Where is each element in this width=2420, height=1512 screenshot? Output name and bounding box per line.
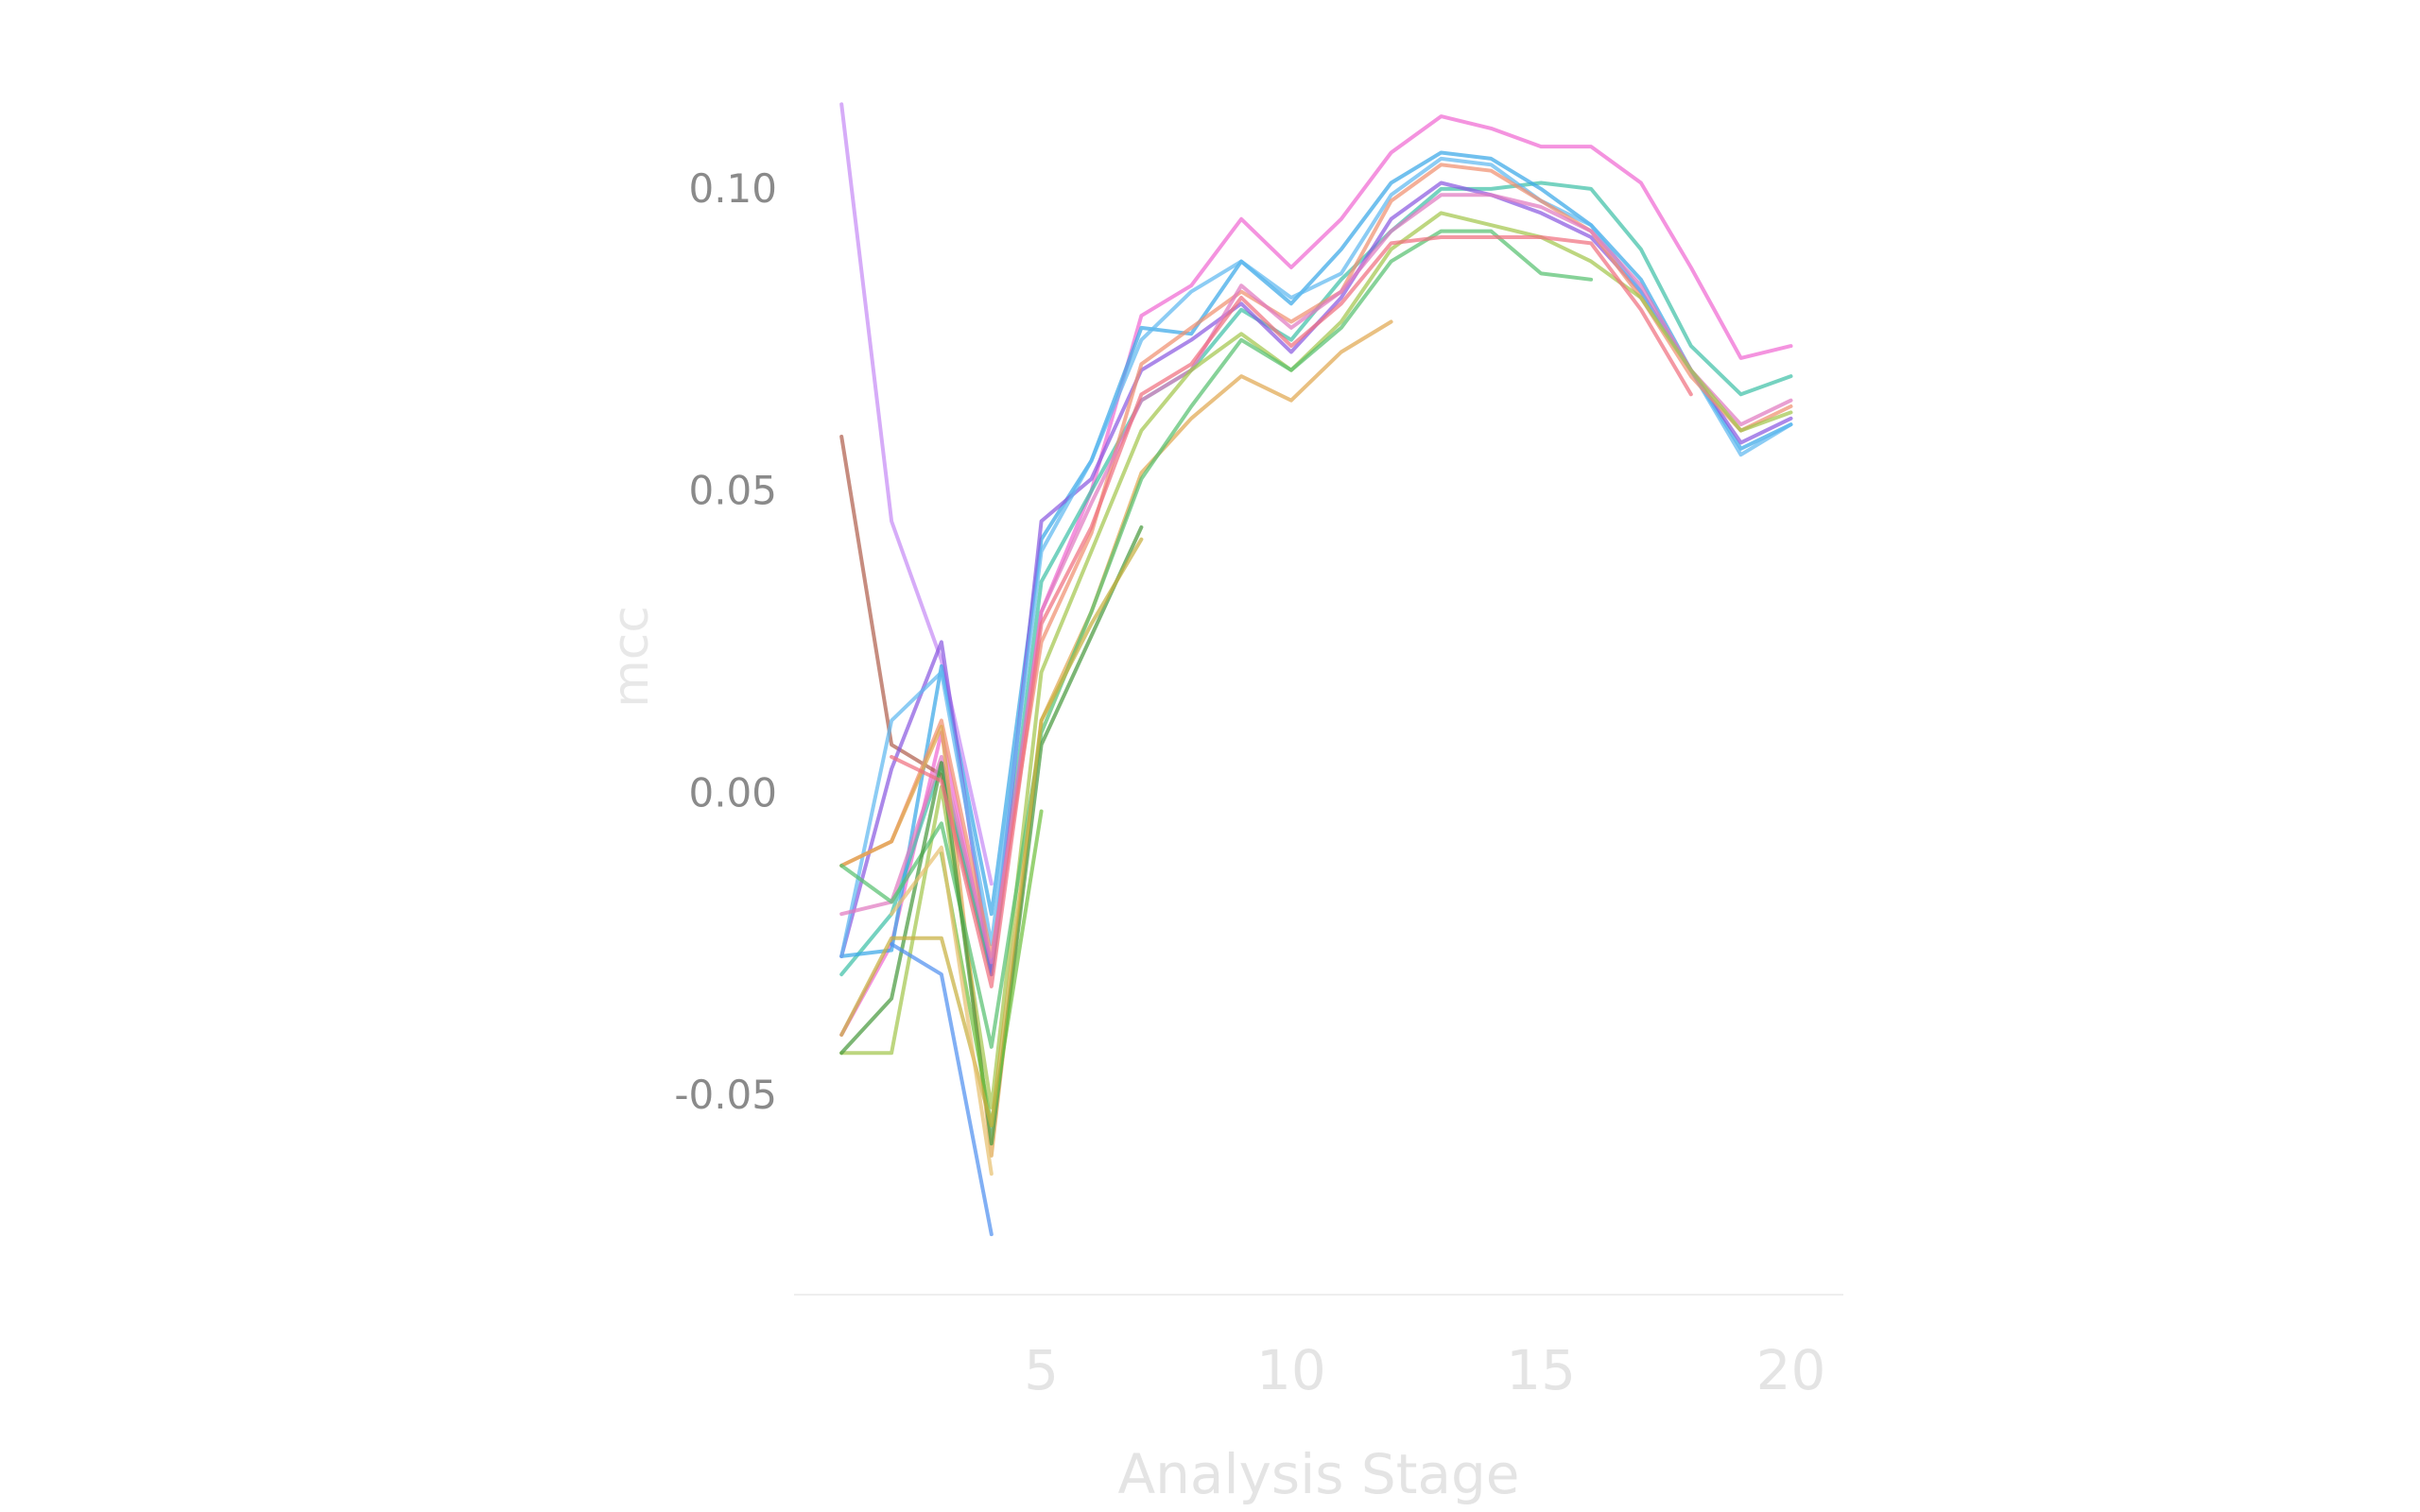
series-line-18 xyxy=(890,235,1693,988)
series-line-5 xyxy=(839,150,1793,958)
y-tick-label: 0.10 xyxy=(688,165,777,212)
series-line-10 xyxy=(839,211,1793,1109)
series-line-9 xyxy=(839,193,1793,965)
series-line-16 xyxy=(890,845,994,1177)
x-tick-label: 20 xyxy=(1756,1338,1826,1402)
x-tick-label: 15 xyxy=(1506,1338,1576,1402)
y-tick-label: -0.05 xyxy=(674,1072,777,1118)
y-tick-label: 0.00 xyxy=(688,769,777,816)
y-axis-ticks: -0.05 0.00 0.05 0.10 xyxy=(674,165,777,1118)
series-line-12 xyxy=(839,229,1594,1049)
x-tick-label: 5 xyxy=(1024,1338,1059,1402)
series-line-8 xyxy=(839,163,1793,958)
series-line-7 xyxy=(839,156,1793,958)
series-line-13 xyxy=(839,524,1144,1146)
series-line-2 xyxy=(839,102,994,886)
y-axis-title: mcc xyxy=(603,606,660,708)
series-line-17 xyxy=(890,942,994,1237)
x-axis-title: Analysis Stage xyxy=(1117,1442,1519,1506)
series-line-15 xyxy=(839,537,1144,1127)
x-axis-ticks: 5 10 15 20 xyxy=(1024,1338,1825,1402)
y-tick-label: 0.05 xyxy=(688,468,777,514)
series-layer xyxy=(839,102,1793,1237)
x-tick-label: 10 xyxy=(1256,1338,1326,1402)
